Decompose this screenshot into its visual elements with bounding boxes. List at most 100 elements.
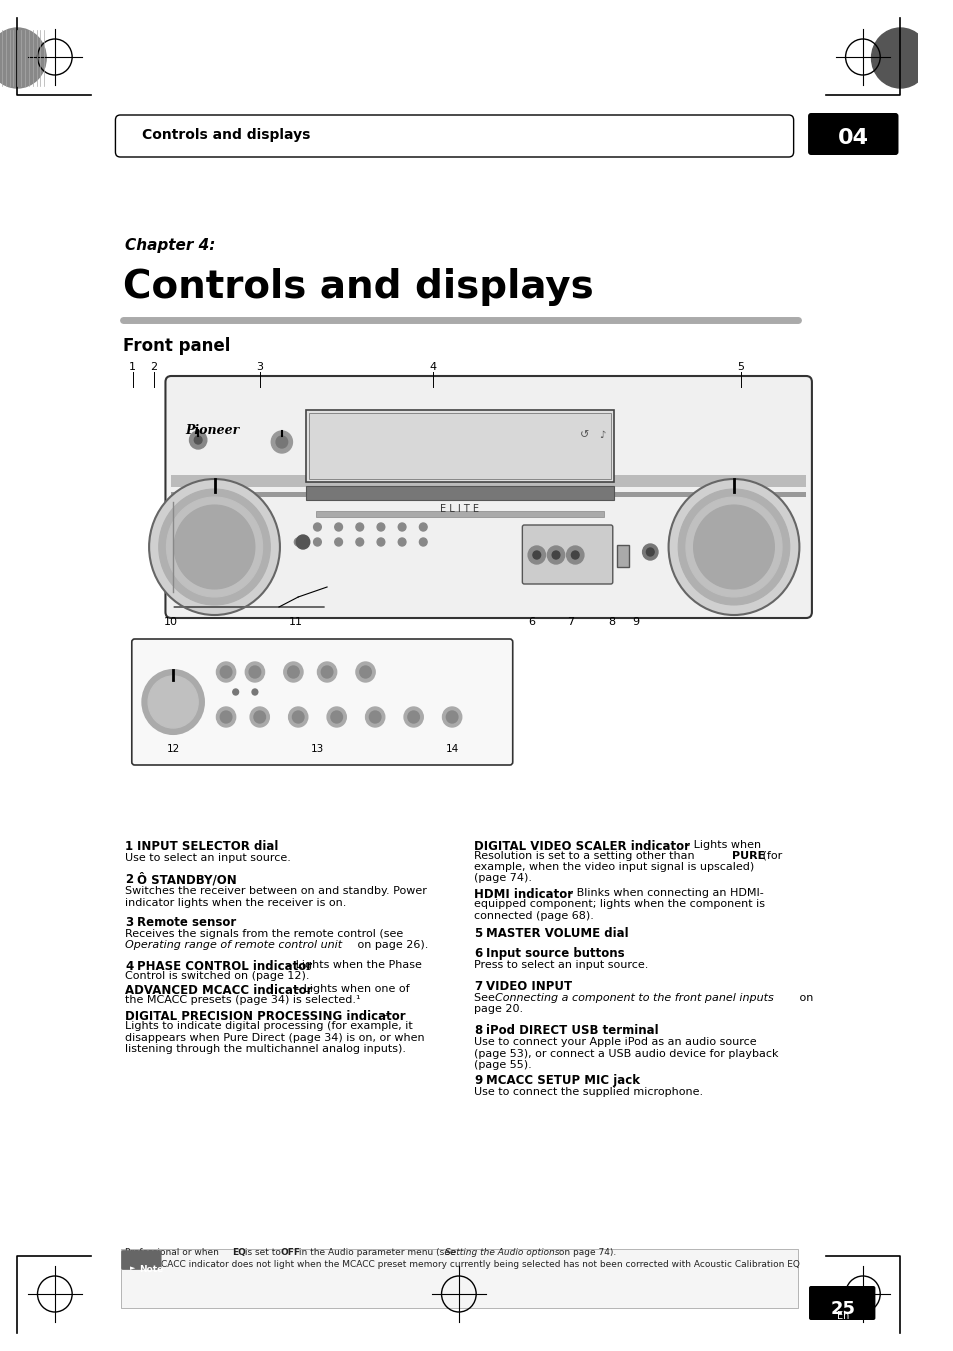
Circle shape [355,538,363,546]
Text: 6: 6 [528,617,535,627]
Text: on: on [795,993,812,1002]
Circle shape [220,711,232,723]
FancyBboxPatch shape [808,1286,875,1320]
FancyBboxPatch shape [132,639,512,765]
Text: Operating range of remote control unit: Operating range of remote control unit [125,940,342,950]
Text: Remote sensor: Remote sensor [136,916,235,929]
Text: PHASE CONTROL indicator: PHASE CONTROL indicator [136,961,312,973]
Circle shape [0,28,46,88]
Circle shape [245,662,264,682]
Circle shape [216,707,235,727]
Circle shape [404,707,423,727]
Circle shape [533,551,540,559]
Text: on page 26).: on page 26). [354,940,428,950]
Text: 1 The MCACC indicator does not light when the MCACC preset memory currently bein: 1 The MCACC indicator does not light whe… [125,1260,800,1269]
Circle shape [528,546,545,563]
Circle shape [547,546,564,563]
Text: Resolution is set to a setting other than: Resolution is set to a setting other tha… [474,851,698,861]
Text: EQ: EQ [232,1248,246,1256]
Circle shape [668,480,799,615]
Text: OFF: OFF [280,1248,300,1256]
Circle shape [287,666,299,678]
Circle shape [365,707,384,727]
Text: 3: 3 [125,916,133,929]
Text: 04: 04 [837,128,868,149]
Bar [315,511,603,517]
FancyBboxPatch shape [522,526,612,584]
Text: En: En [836,1310,848,1321]
Circle shape [249,666,260,678]
Text: 9: 9 [474,1074,482,1088]
Circle shape [335,538,342,546]
Circle shape [296,535,310,549]
Text: 13: 13 [311,744,324,754]
Text: 9: 9 [632,617,639,627]
Circle shape [166,497,262,597]
Bar [171,492,805,497]
Text: INPUT SELECTOR dial: INPUT SELECTOR dial [136,840,277,852]
Circle shape [293,711,304,723]
Circle shape [283,662,303,682]
Circle shape [142,670,204,734]
Text: – Blinks when connecting an HDMI-: – Blinks when connecting an HDMI- [563,888,762,898]
Text: Use to connect your Apple iPod as an audio source
(page 53), or connect a USB au: Use to connect your Apple iPod as an aud… [474,1038,778,1070]
Circle shape [685,497,781,597]
Text: (page 74).: (page 74). [474,873,532,884]
Text: 2: 2 [151,362,157,372]
Circle shape [327,707,346,727]
Bar [171,476,805,486]
Circle shape [194,436,202,444]
Circle shape [693,505,774,589]
Text: 10: 10 [164,617,178,627]
Text: 25: 25 [829,1300,854,1319]
Circle shape [376,538,384,546]
Circle shape [317,662,336,682]
Circle shape [571,551,578,559]
Text: 7: 7 [566,617,574,627]
Circle shape [369,711,380,723]
Text: E L I T E: E L I T E [440,504,478,513]
Text: Controls and displays: Controls and displays [142,128,311,142]
Text: in the Audio parameter menu (see: in the Audio parameter menu (see [296,1248,458,1256]
Text: Chapter 4:: Chapter 4: [125,238,215,253]
Text: DIGITAL VIDEO SCALER indicator: DIGITAL VIDEO SCALER indicator [474,840,690,852]
Text: Lights to indicate digital processing (for example, it
disappears when Pure Dire: Lights to indicate digital processing (f… [125,1021,424,1054]
Text: iPod DIRECT USB terminal: iPod DIRECT USB terminal [485,1024,658,1038]
Text: MASTER VOLUME dial: MASTER VOLUME dial [485,927,628,940]
Text: See: See [474,993,498,1002]
FancyBboxPatch shape [807,113,898,155]
Text: 4: 4 [125,961,133,973]
Text: Ô STANDBY/ON: Ô STANDBY/ON [136,873,236,886]
Text: Front panel: Front panel [123,336,231,355]
Text: example, when the video input signal is upscaled): example, when the video input signal is … [474,862,754,871]
Text: Press to select an input source.: Press to select an input source. [474,961,648,970]
FancyBboxPatch shape [165,376,811,617]
Text: – Lights when: – Lights when [680,840,760,850]
Text: 7: 7 [474,979,482,993]
Circle shape [321,666,333,678]
Circle shape [253,711,265,723]
Circle shape [397,523,406,531]
Circle shape [314,538,321,546]
FancyBboxPatch shape [121,1250,798,1308]
Circle shape [233,689,238,694]
Text: on page 74).: on page 74). [556,1248,616,1256]
Circle shape [174,505,254,589]
Text: PURE: PURE [731,851,764,861]
Text: 1: 1 [125,840,133,852]
Circle shape [678,489,789,605]
Circle shape [216,662,235,682]
Text: – Lights when the Phase: – Lights when the Phase [282,961,421,970]
Text: 14: 14 [445,744,458,754]
Text: Control is switched on (page 12).: Control is switched on (page 12). [125,971,309,981]
Text: 1: 1 [129,362,136,372]
Text: ►: ► [130,1265,135,1271]
Circle shape [359,666,371,678]
Circle shape [446,711,457,723]
Text: 5: 5 [737,362,743,372]
Circle shape [220,666,232,678]
Text: (for: (for [759,851,781,861]
Circle shape [190,431,207,449]
Circle shape [642,544,658,561]
Text: Receives the signals from the remote control (see: Receives the signals from the remote con… [125,929,403,939]
